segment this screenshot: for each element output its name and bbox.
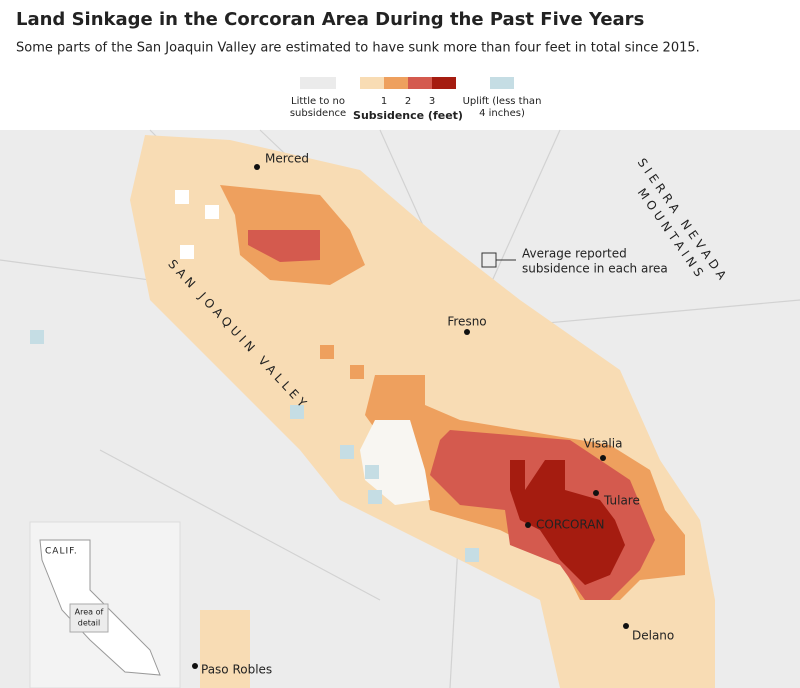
city-label: Delano bbox=[632, 629, 674, 643]
inset-label: CALIF. bbox=[45, 547, 78, 557]
city-dot bbox=[254, 164, 260, 170]
city-dot bbox=[623, 623, 629, 629]
subsidence-area bbox=[510, 460, 625, 585]
legend-label: Little to no bbox=[291, 96, 345, 107]
legend-tick: 3 bbox=[429, 96, 435, 107]
uplift-cell bbox=[30, 330, 44, 344]
uplift-cell bbox=[365, 465, 379, 479]
city-label: Merced bbox=[265, 152, 309, 166]
uplift-cell bbox=[465, 548, 479, 562]
title: Land Sinkage in the Corcoran Area During… bbox=[16, 9, 644, 30]
city-dot bbox=[525, 522, 531, 528]
map-cell bbox=[350, 365, 364, 379]
legend-label: Uplift (less than bbox=[463, 96, 542, 107]
legend-label: subsidence bbox=[290, 108, 346, 119]
annotation-text: subsidence in each area bbox=[522, 262, 668, 276]
subsidence-area bbox=[200, 610, 250, 688]
map-cell bbox=[180, 245, 194, 259]
legend-swatch bbox=[490, 77, 514, 89]
legend-title: Subsidence (feet) bbox=[353, 109, 463, 122]
legend-swatch bbox=[408, 77, 432, 89]
legend-tick: 2 bbox=[405, 96, 411, 107]
subsidence-area bbox=[248, 230, 320, 262]
map-cell bbox=[175, 190, 189, 204]
city-dot bbox=[464, 329, 470, 335]
map-cell bbox=[320, 345, 334, 359]
legend-tick: 1 bbox=[381, 96, 387, 107]
city-dot bbox=[593, 490, 599, 496]
uplift-cell bbox=[368, 490, 382, 504]
legend-swatch bbox=[360, 77, 384, 89]
low-area bbox=[360, 420, 430, 505]
road bbox=[99, 449, 381, 601]
city-dot bbox=[600, 455, 606, 461]
uplift-cell bbox=[290, 405, 304, 419]
city-label: Paso Robles bbox=[201, 663, 272, 677]
legend-label: 4 inches) bbox=[479, 108, 525, 119]
city-label: CORCORAN bbox=[536, 518, 604, 532]
map: Merced Fresno Visalia Tulare CORCORAN Delano P… bbox=[0, 129, 800, 688]
inset-detail-label: Area of bbox=[75, 608, 104, 617]
uplift-cell bbox=[340, 445, 354, 459]
legend-swatch bbox=[300, 77, 336, 89]
city-dot bbox=[192, 663, 198, 669]
city-label: Visalia bbox=[584, 437, 623, 451]
city-label: Tulare bbox=[603, 494, 640, 508]
legend-swatch bbox=[384, 77, 408, 89]
city-label: Fresno bbox=[447, 315, 486, 329]
inset-detail bbox=[69, 603, 109, 633]
inset-detail-label: detail bbox=[78, 619, 100, 628]
subtitle: Some parts of the San Joaquin Valley are… bbox=[16, 41, 700, 56]
legend-swatch bbox=[432, 77, 456, 89]
annotation-text: Average reported bbox=[522, 247, 627, 261]
map-cell bbox=[205, 205, 219, 219]
